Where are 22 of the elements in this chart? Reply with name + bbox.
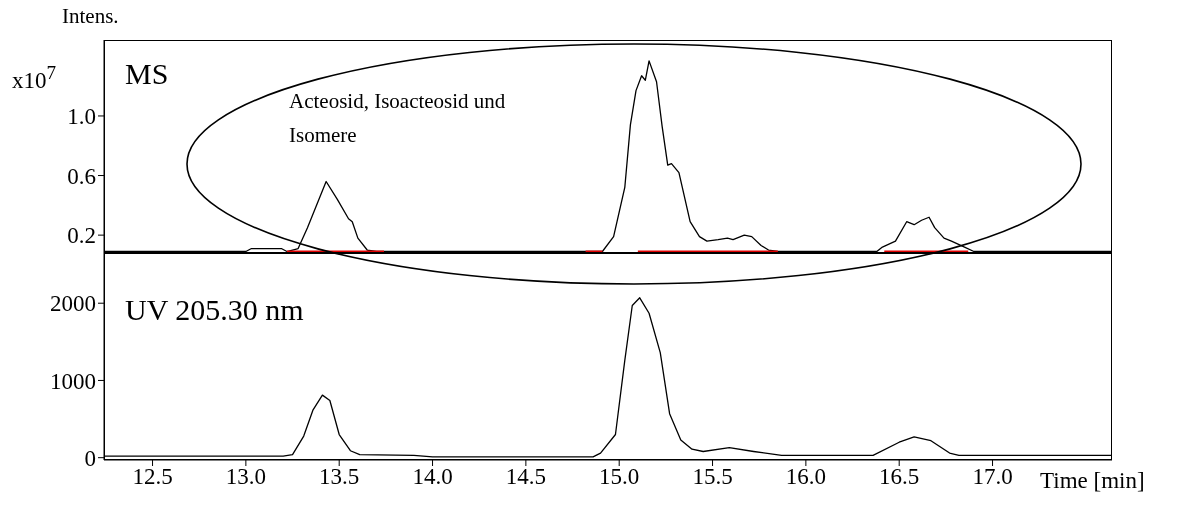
- annotation: Acteosid, Isoacteosid und Isomere: [289, 88, 507, 149]
- text: MS: [125, 57, 169, 91]
- x-tick-label: 17.0: [972, 464, 1013, 490]
- x-tick-label: 13.0: [225, 464, 266, 490]
- y-tick-label: 2000: [50, 291, 96, 317]
- x-tick-label: 16.5: [879, 464, 920, 490]
- x-tick-label: 14.0: [412, 464, 453, 490]
- x-axis-title: Time [min]: [1040, 468, 1145, 494]
- x-tick-label: 14.5: [505, 464, 546, 490]
- x-tick-label: 16.0: [785, 464, 826, 490]
- y-tick-label: 0.6: [67, 163, 96, 189]
- text: UV 205.30 nm: [125, 293, 304, 327]
- y-axis-title: Intens.: [62, 4, 119, 29]
- y-tick-label: 1000: [50, 368, 96, 394]
- y-tick-label: 1.0: [67, 104, 96, 130]
- x-tick-label: 13.5: [319, 464, 360, 490]
- x-tick-label: 12.5: [132, 464, 173, 490]
- x-tick-label: 15.5: [692, 464, 733, 490]
- text: x10$^{7}$: [12, 62, 57, 94]
- x-tick-label: 15.0: [599, 464, 640, 490]
- y-tick-label: 0.2: [67, 223, 96, 249]
- y-tick-label: 0: [84, 445, 96, 471]
